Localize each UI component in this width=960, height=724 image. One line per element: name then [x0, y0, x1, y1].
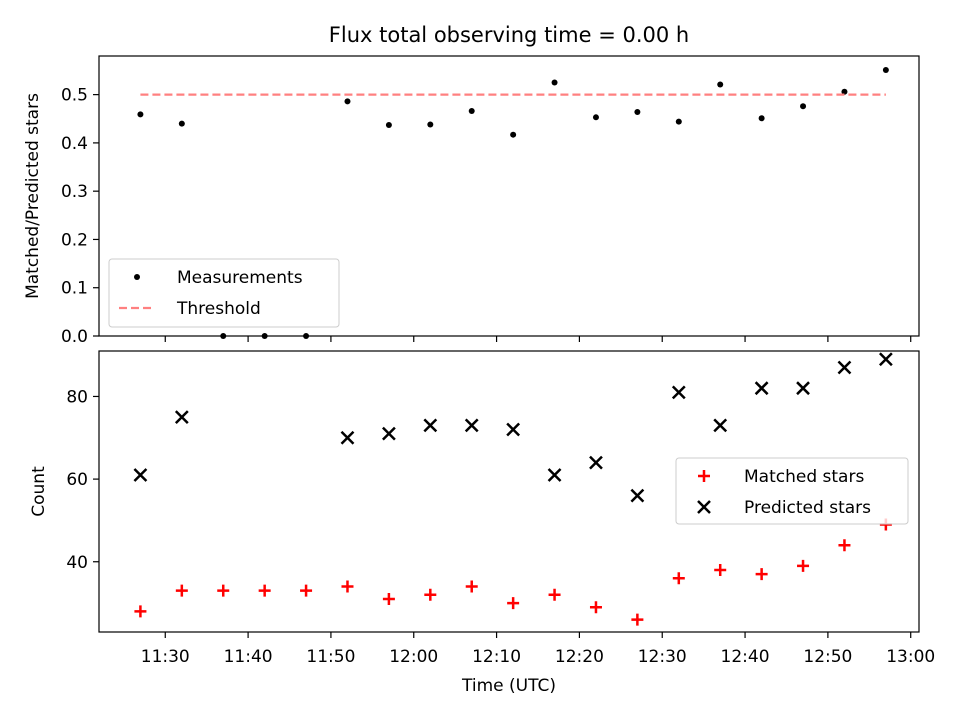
- legend-box: [675, 457, 909, 525]
- data-point: [178, 120, 185, 127]
- data-point: [424, 588, 437, 601]
- data-point: [217, 584, 230, 597]
- data-point: [882, 67, 889, 73]
- legend: Measurements Threshold: [108, 258, 340, 328]
- data-point: [675, 118, 682, 125]
- x-axis-label: Time (UTC): [461, 676, 556, 696]
- data-point: [174, 410, 189, 425]
- x-tick-label: 12:10: [472, 647, 521, 667]
- data-point: [137, 111, 144, 118]
- data-point: [592, 114, 599, 121]
- y-axis-label: Count: [29, 466, 49, 517]
- data-point: [547, 468, 562, 482]
- data-point: [465, 580, 478, 593]
- data-point: [838, 539, 851, 552]
- data-point: [672, 572, 685, 585]
- data-point: [800, 103, 807, 110]
- data-point: [589, 455, 603, 470]
- data-point: [797, 559, 810, 572]
- y-tick-label: 0.5: [61, 86, 88, 106]
- legend-label: Threshold: [176, 299, 261, 319]
- x-tick-label: 12:50: [803, 647, 852, 667]
- x-tick-label: 11:50: [306, 647, 355, 667]
- x-tick-label: 11:30: [141, 647, 190, 667]
- x-tick-label: 12:20: [555, 647, 604, 667]
- data-point: [382, 592, 395, 605]
- x-tick-label: 12:40: [721, 647, 770, 667]
- data-point: [423, 418, 438, 433]
- data-point: [382, 426, 396, 441]
- data-point: [589, 601, 602, 614]
- data-point: [634, 109, 641, 115]
- series-measurements: [137, 67, 889, 339]
- x-tick-label: 11:40: [224, 647, 273, 667]
- y-tick-label: 0.0: [61, 327, 88, 347]
- data-point: [548, 588, 561, 601]
- data-point: [427, 121, 434, 128]
- y-tick-label: 60: [66, 470, 88, 490]
- data-point: [300, 584, 313, 597]
- data-point: [175, 584, 188, 597]
- x-tick-label: 12:30: [638, 647, 687, 667]
- data-point: [878, 352, 893, 367]
- data-point: [340, 430, 355, 445]
- data-point: [758, 115, 765, 122]
- data-point: [551, 79, 558, 86]
- data-point: [754, 381, 769, 396]
- x-tick-label: 12:00: [389, 647, 438, 667]
- plot-frame: [98, 55, 920, 337]
- data-point: [717, 81, 724, 88]
- y-tick-label: 0.3: [61, 182, 88, 202]
- y-tick-label: 0.2: [61, 230, 88, 250]
- series-matched-stars: [134, 518, 892, 626]
- legend-marker: [698, 470, 710, 482]
- data-point: [630, 488, 645, 503]
- y-tick-label: 40: [66, 553, 88, 573]
- y-tick-label: 80: [66, 387, 88, 407]
- data-point: [631, 613, 644, 626]
- data-point: [837, 360, 852, 375]
- legend-marker: [697, 500, 711, 514]
- data-point: [258, 584, 271, 597]
- data-point: [510, 131, 517, 138]
- series-predicted-stars: [133, 352, 893, 503]
- data-point: [464, 418, 479, 433]
- y-tick-label: 0.4: [61, 134, 88, 154]
- data-point: [134, 605, 147, 618]
- data-point: [385, 122, 392, 129]
- legend-box: [108, 258, 340, 328]
- data-point: [713, 418, 728, 433]
- data-point: [755, 568, 768, 581]
- legend-label: Measurements: [177, 268, 303, 288]
- data-point: [506, 422, 521, 437]
- data-point: [133, 468, 148, 482]
- legend-label: Matched stars: [744, 467, 864, 487]
- data-point: [344, 98, 351, 105]
- plot-frame: [98, 350, 920, 633]
- x-tick-label: 13:00: [886, 647, 935, 667]
- data-point: [507, 597, 520, 610]
- chart-title: Flux total observing time = 0.00 h: [329, 23, 689, 47]
- y-axis-label: Matched/Predicted stars: [23, 93, 43, 299]
- count-panel: 11:30 11:40 11:50 12:00 12:10 12:20 12:30 12:40…: [29, 350, 935, 667]
- data-point: [796, 381, 810, 396]
- data-point: [468, 108, 475, 115]
- legend-label: Predicted stars: [744, 498, 871, 518]
- ratio-panel: 0.0 0.1 0.2 0.3 0.4 0.5 Matched/Predicted star…: [23, 55, 920, 347]
- y-tick-label: 0.1: [61, 279, 88, 299]
- legend-marker: [134, 274, 140, 280]
- legend: Matched stars Predicted stars: [675, 457, 909, 525]
- data-point: [341, 580, 354, 593]
- data-point: [841, 88, 848, 95]
- data-point: [671, 385, 686, 400]
- data-point: [714, 564, 727, 577]
